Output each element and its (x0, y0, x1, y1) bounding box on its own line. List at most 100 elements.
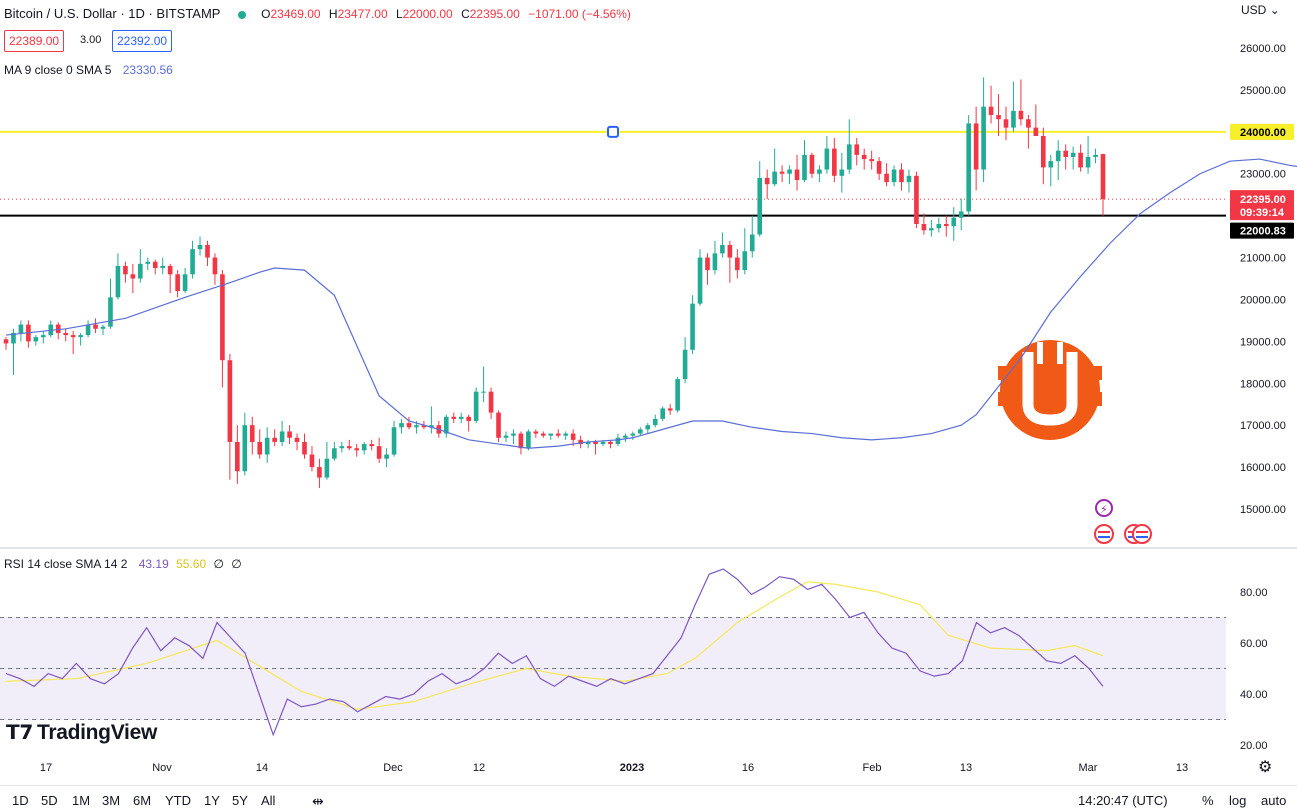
candle-body (287, 431, 292, 438)
candle-body (1070, 152, 1076, 157)
buy-price-button[interactable]: 22392.00 (112, 30, 173, 52)
tradingview-logo-text: TradingView (36, 721, 157, 744)
range-6m-button[interactable]: 6M (133, 793, 152, 808)
candle-body (376, 446, 382, 459)
time-axis-label: 16 (742, 762, 754, 774)
last-price-tag: 22395.00 (1240, 194, 1286, 206)
ma-legend[interactable]: MA 9 close 0 SMA 5 23330.56 (4, 63, 173, 77)
candle-body (675, 379, 680, 411)
earnings-lightning-icon[interactable] (1095, 499, 1113, 517)
rsi-axis-label: 40.00 (1240, 689, 1268, 701)
candle-body (854, 144, 860, 155)
last-price-tag-bg (1230, 190, 1294, 221)
candle-body (720, 244, 725, 254)
range-5d-button[interactable]: 5D (41, 793, 58, 808)
candle-body (951, 217, 957, 227)
rsi-legend-label: RSI 14 close SMA 14 2 (4, 557, 128, 571)
candle-body (943, 224, 949, 227)
candle-body (555, 433, 561, 436)
candle-body (182, 274, 188, 292)
time-axis-label: 13 (960, 762, 972, 774)
time-axis-label: 14 (256, 762, 268, 774)
candle-body (921, 224, 927, 231)
candle-body (78, 335, 83, 338)
sell-price-button[interactable]: 22389.00 (4, 30, 65, 52)
candle-body (391, 427, 397, 455)
candle-body (600, 441, 606, 445)
candle-body (869, 159, 874, 162)
candle-body (690, 303, 695, 350)
currency-selector[interactable]: USD ⌄ (1241, 3, 1280, 17)
percent-toggle[interactable]: % (1202, 793, 1214, 808)
candle-body (249, 425, 255, 442)
candle-body (1100, 154, 1106, 200)
candle-body (369, 444, 374, 447)
range-ytd-button[interactable]: YTD (165, 793, 191, 808)
range-1d-button[interactable]: 1D (12, 793, 29, 808)
candle-body (138, 263, 143, 279)
candle-body (294, 437, 300, 442)
candle-body (473, 391, 479, 421)
range-1m-button[interactable]: 1M (72, 793, 91, 808)
ma-value: 23330.56 (122, 63, 173, 77)
rsi-axis-label: 20.00 (1240, 740, 1268, 752)
settings-gear-icon[interactable]: ⚙ (1258, 759, 1273, 776)
clock-time[interactable]: 14:20:47 (UTC) (1078, 793, 1168, 808)
time-axis-label: Mar (1079, 762, 1098, 774)
us-flag-event-icon[interactable] (1094, 524, 1114, 544)
time-axis-label: 2023 (620, 762, 644, 774)
candle-body (108, 297, 113, 327)
tradingview-watermark[interactable]: 𝗧𝟳 TradingView (6, 720, 157, 745)
currency-label: USD (1241, 3, 1267, 17)
price-chart[interactable]: 26000.00 25000.00 24000.00 23000.00 22000.00… (0, 0, 1297, 547)
range-all-button[interactable]: All (261, 793, 276, 808)
candle-body (981, 106, 986, 170)
range-5y-button[interactable]: 5Y (232, 793, 248, 808)
candle-body (839, 169, 845, 176)
price-axis-label: 25000.00 (1240, 85, 1286, 97)
pane-separator[interactable] (0, 547, 1297, 549)
candle-body (846, 144, 852, 170)
candle-body (884, 173, 889, 183)
candle-body (660, 408, 666, 419)
rsi-chart[interactable]: 80.00 60.00 40.00 20.00 17 Nov 14 Dec 12 2023 16 Fe… (0, 549, 1297, 785)
candle-body (764, 177, 770, 185)
candle-body (1040, 136, 1046, 168)
candle-body (3, 339, 9, 344)
candle-body (332, 448, 337, 459)
price-axis-label: 23000.00 (1240, 169, 1286, 181)
candle-body (242, 425, 248, 472)
candle-body (958, 211, 964, 218)
candle-body (145, 261, 151, 264)
rsi-legend[interactable]: RSI 14 close SMA 14 2 43.19 55.60 ∅ ∅ (4, 557, 242, 571)
open-label: O (261, 7, 271, 21)
candle-body (100, 326, 106, 329)
candle-body (235, 441, 240, 472)
candle-body (705, 257, 710, 271)
candle-body (817, 169, 822, 174)
symbol-legend[interactable]: Bitcoin / U.S. Dollar · 1D · BITSTAMP O2… (4, 6, 631, 21)
candle-body (682, 349, 688, 380)
candle-body (630, 433, 636, 436)
lightning-icon: ⚡ (1100, 503, 1108, 516)
candle-body (212, 257, 218, 275)
rsi-lower-value: ∅ (231, 557, 242, 571)
candle-body (540, 433, 546, 436)
candle-body (227, 360, 233, 442)
range-3m-button[interactable]: 3M (102, 793, 121, 808)
candle-body (1055, 150, 1061, 162)
rsi-band-fill (0, 617, 1226, 720)
candle-body (899, 169, 904, 183)
auto-toggle[interactable]: auto (1261, 793, 1287, 808)
candle-body (264, 437, 270, 455)
range-1y-button[interactable]: 1Y (204, 793, 220, 808)
us-flag-event-icon[interactable] (1132, 524, 1152, 544)
line-drag-handle[interactable] (607, 125, 619, 138)
candle-body (167, 265, 173, 275)
date-range-calendar-icon[interactable]: ⇹ (312, 793, 324, 809)
candle-body (503, 435, 509, 438)
log-toggle[interactable]: log (1229, 793, 1247, 808)
price-axis-label: 17000.00 (1240, 420, 1286, 432)
logo-bar-bottom (998, 392, 1102, 406)
candle-body (749, 234, 755, 252)
